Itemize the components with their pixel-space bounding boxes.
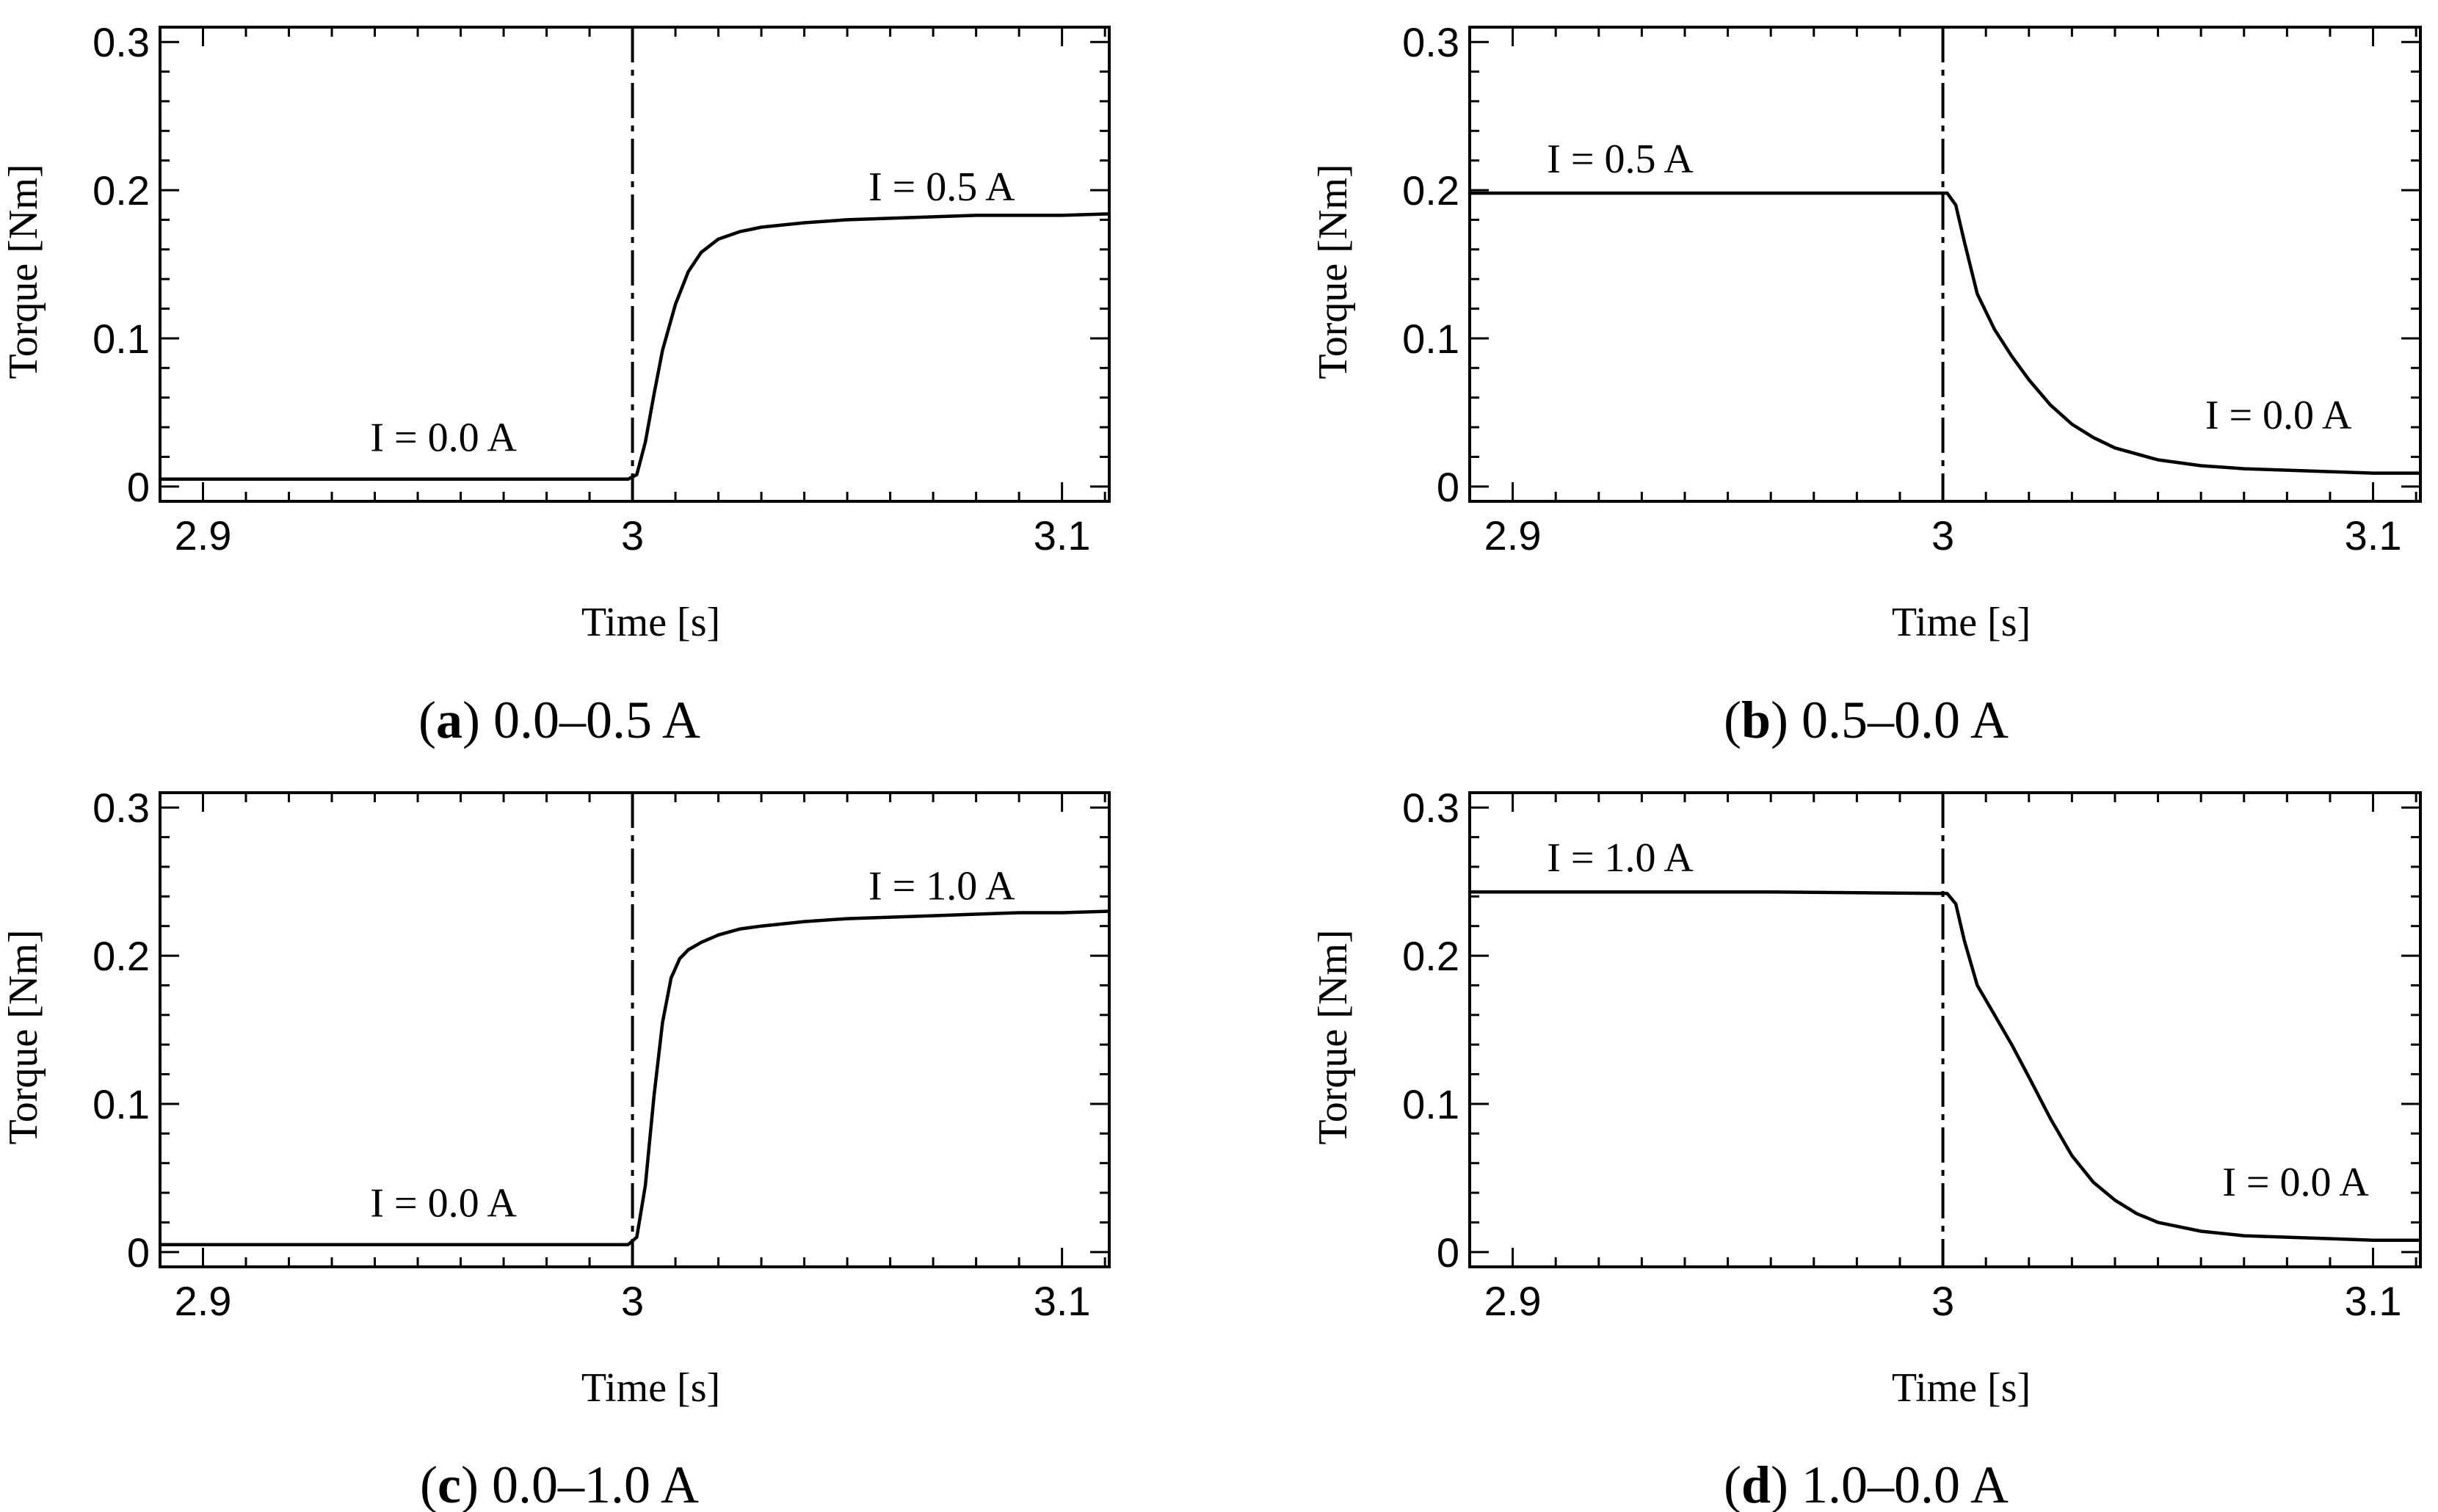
y-tick-label: 0.1 — [1402, 316, 1459, 362]
chart-panel-b: 2.9 3 3.1 0 0.1 0.2 0.3 Time [s] Torque [Nm] I = … — [1310, 19, 2423, 749]
x-tick-label: 3 — [621, 1278, 644, 1324]
chart-panel-a: 2.9 3 3.1 0 0.1 0.2 0.3 Time [s] Torque [Nm] I = … — [1, 19, 1111, 749]
current-annotation: I = 0.0 A — [370, 415, 517, 460]
y-tick-label: 0.1 — [92, 316, 150, 362]
x-tick-label: 3 — [621, 512, 644, 559]
caption-letter: a — [436, 691, 462, 749]
current-annotation: I = 1.0 A — [868, 863, 1015, 909]
x-axis-label: Time [s] — [581, 600, 720, 645]
caption-letter: d — [1741, 1455, 1771, 1512]
caption-close: ) — [461, 1455, 492, 1512]
y-axis-label: Torque [Nm] — [1310, 929, 1356, 1144]
panel-caption: (c) 0.0–1.0 A — [420, 1455, 699, 1512]
x-tick-label: 3.1 — [1034, 512, 1091, 559]
y-tick-label: 0.1 — [92, 1081, 150, 1127]
caption-text: 0.0–0.5 A — [493, 691, 700, 749]
y-tick-label: 0.3 — [92, 785, 150, 831]
panel-caption: (b) 0.5–0.0 A — [1724, 691, 2009, 749]
caption-close: ) — [1771, 1455, 1802, 1512]
torque-series-line — [1467, 890, 2423, 1242]
x-tick-label: 2.9 — [175, 1278, 232, 1324]
caption-letter: c — [438, 1455, 461, 1512]
y-tick-label: 0.1 — [1402, 1081, 1459, 1127]
panel-caption: (a) 0.0–0.5 A — [418, 691, 700, 749]
torque-series-line — [158, 909, 1111, 1246]
plot-frame — [159, 791, 1111, 1268]
torque-series-line — [1467, 191, 2423, 475]
caption-open: ( — [420, 1455, 438, 1512]
y-tick-label: 0.2 — [1402, 933, 1459, 979]
current-annotation: I = 0.5 A — [868, 164, 1015, 210]
caption-letter: b — [1741, 691, 1771, 749]
x-tick-label: 2.9 — [1484, 512, 1542, 559]
y-axis-label: Torque [Nm] — [1, 929, 46, 1144]
caption-text: 1.0–0.0 A — [1802, 1455, 2009, 1512]
plot-frame — [159, 26, 1111, 503]
x-tick-label: 2.9 — [175, 512, 232, 559]
y-tick-label: 0 — [127, 1229, 150, 1276]
plot-frame — [1468, 791, 2422, 1268]
plot-frame — [1468, 26, 2422, 503]
x-tick-label: 3 — [1931, 1278, 1954, 1324]
y-tick-label: 0 — [127, 464, 150, 510]
caption-open: ( — [1724, 1455, 1741, 1512]
current-annotation: I = 0.0 A — [2222, 1160, 2369, 1205]
caption-text: 0.0–1.0 A — [492, 1455, 699, 1512]
y-axis-label: Torque [Nm] — [1310, 164, 1356, 379]
caption-open: ( — [418, 691, 436, 749]
x-axis-label: Time [s] — [1892, 600, 2031, 645]
x-tick-label: 3.1 — [1034, 1278, 1091, 1324]
current-annotation: I = 0.0 A — [2205, 393, 2352, 438]
current-annotation: I = 1.0 A — [1547, 835, 1694, 881]
torque-series-line — [158, 212, 1111, 481]
panel-caption: (d) 1.0–0.0 A — [1724, 1455, 2009, 1512]
caption-open: ( — [1724, 691, 1741, 749]
y-axis-label: Torque [Nm] — [1, 164, 46, 379]
y-tick-label: 0.2 — [1402, 167, 1459, 214]
y-tick-label: 0.2 — [92, 933, 150, 979]
y-tick-label: 0.3 — [1402, 19, 1459, 65]
x-tick-label: 3.1 — [2345, 1278, 2402, 1324]
caption-close: ) — [1771, 691, 1802, 749]
chart-panel-d: 2.9 3 3.1 0 0.1 0.2 0.3 Time [s] Torque [Nm] I = … — [1310, 785, 2423, 1512]
x-tick-label: 3 — [1931, 512, 1954, 559]
y-tick-label: 0.3 — [92, 19, 150, 65]
chart-panel-c: 2.9 3 3.1 0 0.1 0.2 0.3 Time [s] Torque [Nm] I = … — [1, 785, 1111, 1512]
x-tick-label: 2.9 — [1484, 1278, 1542, 1324]
y-tick-label: 0.2 — [92, 167, 150, 214]
x-axis-label: Time [s] — [581, 1365, 720, 1411]
x-tick-label: 3.1 — [2345, 512, 2402, 559]
x-axis-label: Time [s] — [1892, 1365, 2031, 1411]
caption-text: 0.5–0.0 A — [1802, 691, 2009, 749]
current-annotation: I = 0.0 A — [370, 1180, 517, 1226]
y-tick-label: 0 — [1437, 1229, 1459, 1276]
current-annotation: I = 0.5 A — [1547, 137, 1694, 182]
caption-close: ) — [462, 691, 493, 749]
y-tick-label: 0 — [1437, 464, 1459, 510]
y-tick-label: 0.3 — [1402, 785, 1459, 831]
